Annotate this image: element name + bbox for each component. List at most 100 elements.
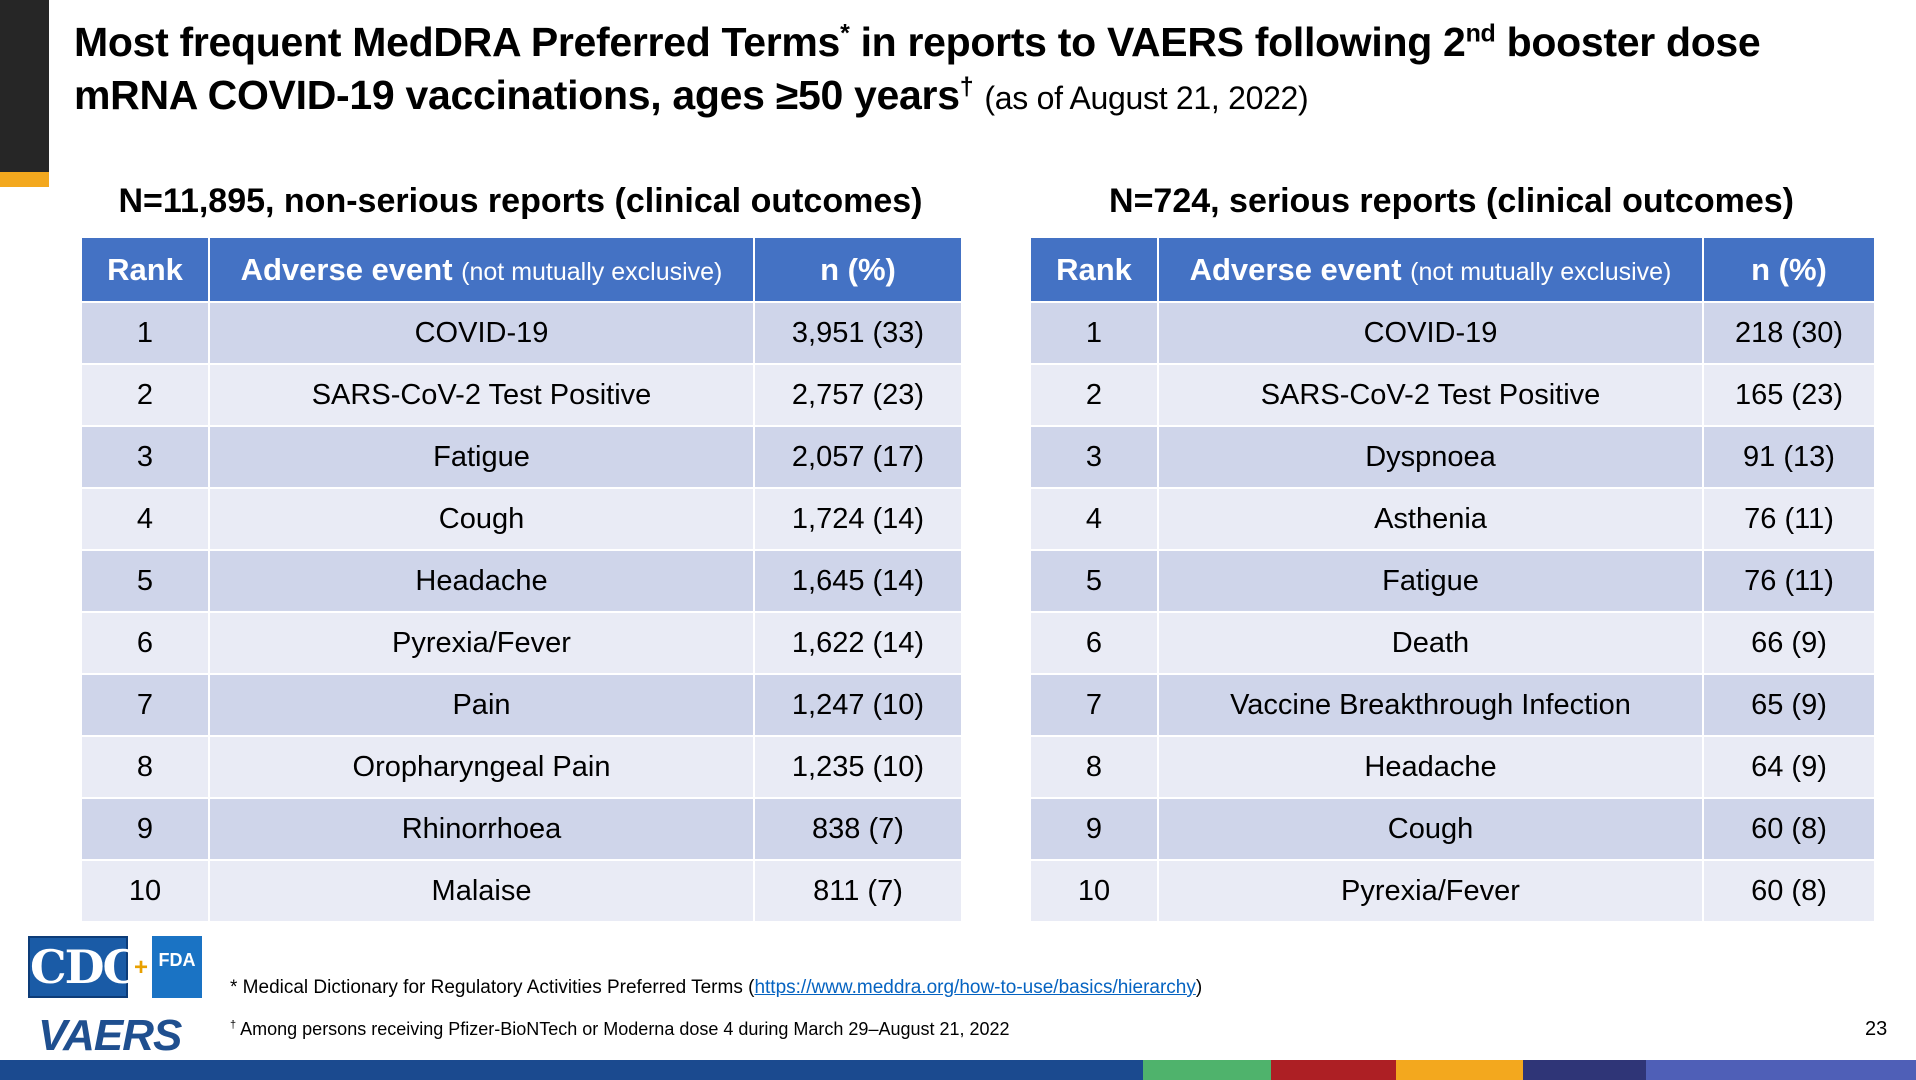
event-cell: Headache <box>208 549 755 613</box>
serious-panel: N=724, serious reports (clinical outcome… <box>1029 175 1876 923</box>
rank-cell: 4 <box>80 487 210 551</box>
count-cell: 1,247 (10) <box>753 673 963 737</box>
title-as-of-date: (as of August 21, 2022) <box>984 80 1309 116</box>
count-cell: 1,622 (14) <box>753 611 963 675</box>
rank-column-header: Rank <box>1029 236 1159 303</box>
event-cell: Fatigue <box>1157 549 1704 613</box>
event-column-header: Adverse event (not mutually exclusive) <box>1157 236 1704 303</box>
event-column-header: Adverse event (not mutually exclusive) <box>208 236 755 303</box>
rank-cell: 8 <box>1029 735 1159 799</box>
event-cell: Headache <box>1157 735 1704 799</box>
fda-logo: FDA <box>152 936 202 998</box>
event-cell: Asthenia <box>1157 487 1704 551</box>
corner-decoration-accent <box>0 172 49 187</box>
table-row: 2 SARS-CoV-2 Test Positive 165 (23) <box>1029 363 1876 427</box>
event-cell: Pyrexia/Fever <box>1157 859 1704 923</box>
rank-cell: 7 <box>80 673 210 737</box>
event-column-note: (not mutually exclusive) <box>461 257 723 286</box>
rank-cell: 10 <box>1029 859 1159 923</box>
count-column-header: n (%) <box>753 236 963 303</box>
table-row: 10 Pyrexia/Fever 60 (8) <box>1029 859 1876 923</box>
count-cell: 1,645 (14) <box>753 549 963 613</box>
footnote-population: † Among persons receiving Pfizer-BioNTec… <box>230 1013 1010 1041</box>
count-cell: 2,757 (23) <box>753 363 963 427</box>
title-footnote-marker-dagger: † <box>959 72 974 101</box>
serious-heading: N=724, serious reports (clinical outcome… <box>1109 182 1794 220</box>
rank-cell: 5 <box>1029 549 1159 613</box>
meddra-link[interactable]: https://www.meddra.org/how-to-use/basics… <box>754 977 1196 998</box>
footnote-meddra-close: ) <box>1195 977 1203 998</box>
footnote-meddra: * Medical Dictionary for Regulatory Acti… <box>230 976 1202 1000</box>
bar-segment-gold <box>1396 1060 1523 1080</box>
table-row: 1 COVID-19 218 (30) <box>1029 301 1876 365</box>
table-header-row: Rank Adverse event (not mutually exclusi… <box>80 236 963 303</box>
rank-cell: 1 <box>80 301 210 365</box>
table-row: 5 Headache 1,645 (14) <box>80 549 963 613</box>
rank-cell: 7 <box>1029 673 1159 737</box>
count-cell: 66 (9) <box>1702 611 1876 675</box>
bar-segment-green <box>1143 1060 1271 1080</box>
table-row: 3 Fatigue 2,057 (17) <box>80 425 963 489</box>
rank-cell: 5 <box>80 549 210 613</box>
non-serious-table: Rank Adverse event (not mutually exclusi… <box>80 236 963 923</box>
event-cell: SARS-CoV-2 Test Positive <box>1157 363 1704 427</box>
title-text-1c: booster dose <box>1495 19 1761 65</box>
count-cell: 76 (11) <box>1702 487 1876 551</box>
vaers-logo: VAERS <box>38 1011 182 1060</box>
table-row: 3 Dyspnoea 91 (13) <box>1029 425 1876 489</box>
table-row: 4 Cough 1,724 (14) <box>80 487 963 551</box>
count-cell: 2,057 (17) <box>753 425 963 489</box>
table-row: 7 Vaccine Breakthrough Infection 65 (9) <box>1029 673 1876 737</box>
event-cell: Vaccine Breakthrough Infection <box>1157 673 1704 737</box>
event-column-note: (not mutually exclusive) <box>1410 257 1672 286</box>
count-cell: 60 (8) <box>1702 797 1876 861</box>
rank-cell: 9 <box>80 797 210 861</box>
count-cell: 65 (9) <box>1702 673 1876 737</box>
rank-cell: 9 <box>1029 797 1159 861</box>
count-cell: 218 (30) <box>1702 301 1876 365</box>
cdc-fda-vaers-logo: CDC + FDA VAERS <box>28 936 208 1060</box>
non-serious-panel: N=11,895, non-serious reports (clinical … <box>80 175 963 923</box>
count-cell: 64 (9) <box>1702 735 1876 799</box>
event-column-title: Adverse event <box>240 251 453 287</box>
table-row: 10 Malaise 811 (7) <box>80 859 963 923</box>
table-row: 6 Death 66 (9) <box>1029 611 1876 675</box>
title-text-1b: in reports to VAERS following 2 <box>849 19 1466 65</box>
rank-cell: 10 <box>80 859 210 923</box>
plus-icon: + <box>134 954 149 981</box>
table-row: 9 Cough 60 (8) <box>1029 797 1876 861</box>
event-cell: Dyspnoea <box>1157 425 1704 489</box>
count-cell: 3,951 (33) <box>753 301 963 365</box>
count-cell: 1,724 (14) <box>753 487 963 551</box>
event-cell: Rhinorrhoea <box>208 797 755 861</box>
footnote-population-text: Among persons receiving Pfizer-BioNTech … <box>236 1019 1010 1039</box>
event-cell: Malaise <box>208 859 755 923</box>
rank-cell: 2 <box>1029 363 1159 427</box>
title-ordinal-suffix: nd <box>1465 19 1496 48</box>
non-serious-heading: N=11,895, non-serious reports (clinical … <box>118 182 923 220</box>
event-cell: Pyrexia/Fever <box>208 611 755 675</box>
bar-segment-red <box>1271 1060 1396 1080</box>
rank-cell: 6 <box>1029 611 1159 675</box>
page-number: 23 <box>1865 1018 1888 1040</box>
table-row: 8 Headache 64 (9) <box>1029 735 1876 799</box>
rank-cell: 3 <box>80 425 210 489</box>
title-text-1a: Most frequent MedDRA Preferred Terms <box>74 19 841 65</box>
count-cell: 838 (7) <box>753 797 963 861</box>
event-cell: SARS-CoV-2 Test Positive <box>208 363 755 427</box>
rank-cell: 6 <box>80 611 210 675</box>
event-cell: Cough <box>1157 797 1704 861</box>
serious-table: Rank Adverse event (not mutually exclusi… <box>1029 236 1876 923</box>
count-cell: 60 (8) <box>1702 859 1876 923</box>
count-cell: 76 (11) <box>1702 549 1876 613</box>
footnote-dagger-marker: † <box>230 1019 237 1031</box>
table-row: 5 Fatigue 76 (11) <box>1029 549 1876 613</box>
event-cell: Cough <box>208 487 755 551</box>
table-row: 1 COVID-19 3,951 (33) <box>80 301 963 365</box>
event-cell: COVID-19 <box>1157 301 1704 365</box>
rank-column-header: Rank <box>80 236 210 303</box>
event-cell: Oropharyngeal Pain <box>208 735 755 799</box>
count-cell: 165 (23) <box>1702 363 1876 427</box>
rank-cell: 1 <box>1029 301 1159 365</box>
event-column-title: Adverse event <box>1189 251 1402 287</box>
